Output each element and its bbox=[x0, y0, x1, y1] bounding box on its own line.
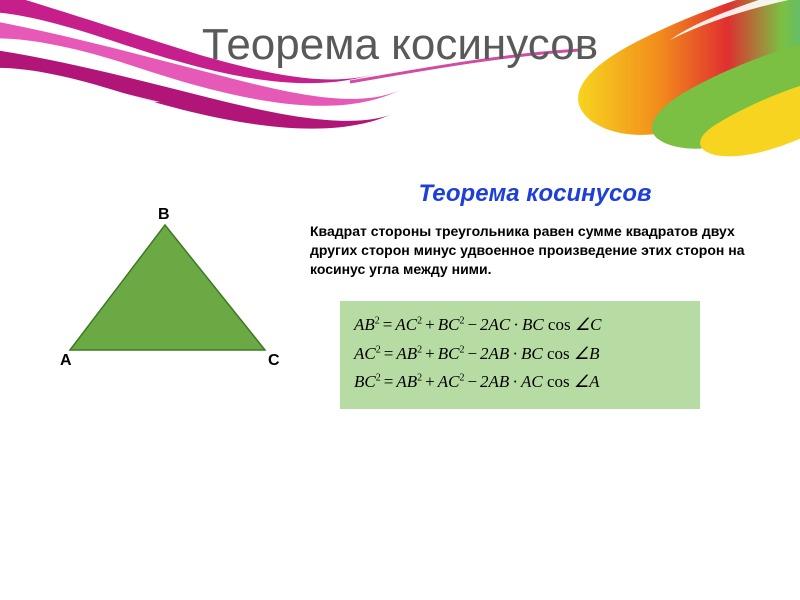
content-area: A B C Теорема косинусов Квадрат стороны … bbox=[60, 180, 760, 409]
formula-line-2: AC2=AB2+BC2−2AB·BC cos ∠B bbox=[354, 340, 686, 369]
formula-line-1: AB2=AC2+BC2−2AC·BC cos ∠C bbox=[354, 311, 686, 340]
slide-title: Теорема косинусов bbox=[0, 20, 800, 70]
theorem-statement: Квадрат стороны треугольника равен сумме… bbox=[310, 222, 760, 279]
formula-line-3: BC2=AB2+AC2−2AB·AC cos ∠A bbox=[354, 368, 686, 397]
triangle-figure: A B C bbox=[60, 210, 290, 380]
vertex-label-b: B bbox=[158, 206, 170, 224]
theorem-column: Теорема косинусов Квадрат стороны треуго… bbox=[310, 180, 760, 409]
vertex-label-a: A bbox=[60, 352, 72, 370]
vertex-label-c: C bbox=[268, 352, 280, 370]
formula-box: AB2=AC2+BC2−2AC·BC cos ∠C AC2=AB2+BC2−2A… bbox=[340, 301, 700, 410]
theorem-heading: Теорема косинусов bbox=[310, 180, 760, 208]
